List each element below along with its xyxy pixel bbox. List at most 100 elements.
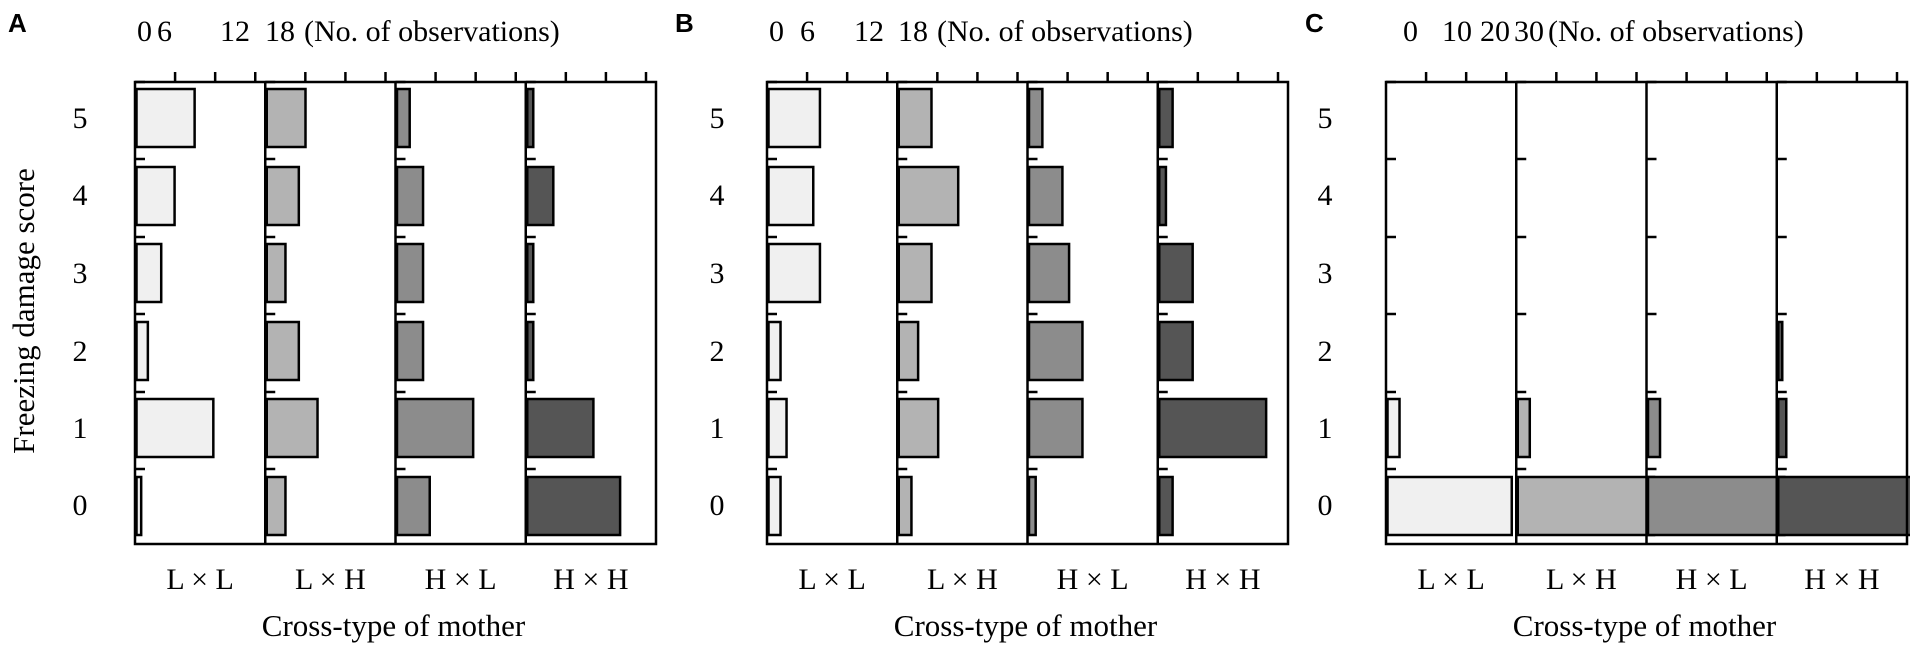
- cross-type-label: L × L: [798, 563, 865, 596]
- cross-type-label: H × L: [1676, 563, 1748, 596]
- y-tick-label: 1: [73, 412, 88, 445]
- bar: [1158, 475, 1174, 537]
- bar: [265, 475, 287, 537]
- bar: [1027, 242, 1071, 304]
- top-axis-tick-label: 30: [1514, 15, 1544, 48]
- x-axis-label: Cross-type of mother: [1513, 608, 1777, 643]
- bar: [897, 320, 920, 382]
- series-strip: L × L: [135, 72, 257, 596]
- bar: [1386, 475, 1514, 537]
- top-axis-tick-label: 6: [800, 15, 815, 48]
- y-tick-label: 2: [1318, 335, 1333, 368]
- bar: [897, 87, 933, 149]
- top-axis-tick-label: 6: [157, 15, 172, 48]
- y-tick-label: 4: [710, 179, 725, 212]
- bar: [395, 397, 475, 459]
- cross-type-label: H × H: [1804, 563, 1879, 596]
- y-tick-label: 3: [73, 257, 88, 290]
- bar: [767, 165, 815, 227]
- cross-type-label: H × L: [1057, 563, 1129, 596]
- y-tick-label: 5: [710, 102, 725, 135]
- bar: [395, 475, 431, 537]
- bar: [1027, 320, 1084, 382]
- top-axis-tick-label: 0: [1403, 15, 1418, 48]
- bar: [135, 242, 163, 304]
- bar: [1646, 397, 1662, 459]
- bar: [1516, 397, 1532, 459]
- bar: [1646, 475, 1786, 537]
- bar: [526, 87, 535, 149]
- top-axis-label: (No. of observations): [937, 15, 1193, 48]
- panel-frame: [1384, 80, 1909, 546]
- bar: [897, 397, 940, 459]
- bar: [1027, 397, 1084, 459]
- series-strip: H × L: [394, 72, 517, 596]
- y-tick-label: 4: [1318, 179, 1333, 212]
- bar: [265, 397, 319, 459]
- bar: [1158, 165, 1168, 227]
- bar: [767, 397, 788, 459]
- series-strip: H × L: [1026, 72, 1149, 596]
- top-axis-tick-label: 20: [1480, 15, 1510, 48]
- top-axis-tick-label: 0: [137, 15, 152, 48]
- bar: [135, 87, 196, 149]
- cross-type-label: H × H: [553, 563, 628, 596]
- bar: [395, 242, 425, 304]
- cross-type-label: H × L: [425, 563, 497, 596]
- bar: [135, 397, 215, 459]
- bar: [1516, 475, 1656, 537]
- bar: [526, 475, 622, 537]
- bar: [1027, 165, 1064, 227]
- bar: [1386, 397, 1401, 459]
- bar: [1777, 475, 1910, 537]
- bar: [395, 320, 425, 382]
- bar: [767, 87, 822, 149]
- bar: [135, 475, 143, 537]
- y-tick-label: 3: [710, 257, 725, 290]
- bar: [1777, 320, 1784, 382]
- bar: [1158, 242, 1194, 304]
- top-axis-tick-label: 12: [854, 15, 884, 48]
- y-tick-label: 0: [710, 489, 725, 522]
- panel-letter: C: [1305, 8, 1324, 38]
- top-axis-tick-label: 10: [1442, 15, 1472, 48]
- cross-type-label: L × L: [1417, 563, 1484, 596]
- bar: [767, 242, 822, 304]
- bar: [1027, 475, 1037, 537]
- x-axis-label: Cross-type of mother: [262, 608, 526, 643]
- bar: [1777, 397, 1788, 459]
- series-strip: L × H: [896, 72, 1019, 596]
- panel-frame: [133, 80, 658, 546]
- top-axis-tick-label: 0: [769, 15, 784, 48]
- panel-frame: [765, 80, 1290, 546]
- series-strip: L × H: [1515, 72, 1656, 596]
- panel-letter: B: [675, 8, 694, 38]
- y-tick-label: 2: [710, 335, 725, 368]
- panel-c: C 0 10 20 30 (No. of observations) 0 1 2 3 4 5 L × L…: [1305, 8, 1910, 643]
- bar: [135, 320, 150, 382]
- bar: [1158, 397, 1268, 459]
- y-tick-label: 0: [1318, 489, 1333, 522]
- bar: [1158, 87, 1174, 149]
- series-strip: H × H: [1156, 72, 1280, 596]
- bar: [265, 87, 307, 149]
- top-axis-tick-label: 12: [220, 15, 250, 48]
- bar: [1027, 87, 1044, 149]
- bar: [767, 475, 782, 537]
- y-tick-label: 3: [1318, 257, 1333, 290]
- bar: [897, 242, 933, 304]
- y-tick-label: 4: [73, 179, 88, 212]
- bar: [897, 165, 960, 227]
- series-strip: L × H: [264, 72, 387, 596]
- cross-type-label: L × H: [927, 563, 998, 596]
- x-axis-label: Cross-type of mother: [894, 608, 1158, 643]
- bar: [395, 165, 425, 227]
- y-tick-label: 2: [73, 335, 88, 368]
- cross-type-label: H × H: [1185, 563, 1260, 596]
- series-strip: L × L: [767, 72, 889, 596]
- bar: [395, 87, 411, 149]
- y-tick-label: 1: [1318, 412, 1333, 445]
